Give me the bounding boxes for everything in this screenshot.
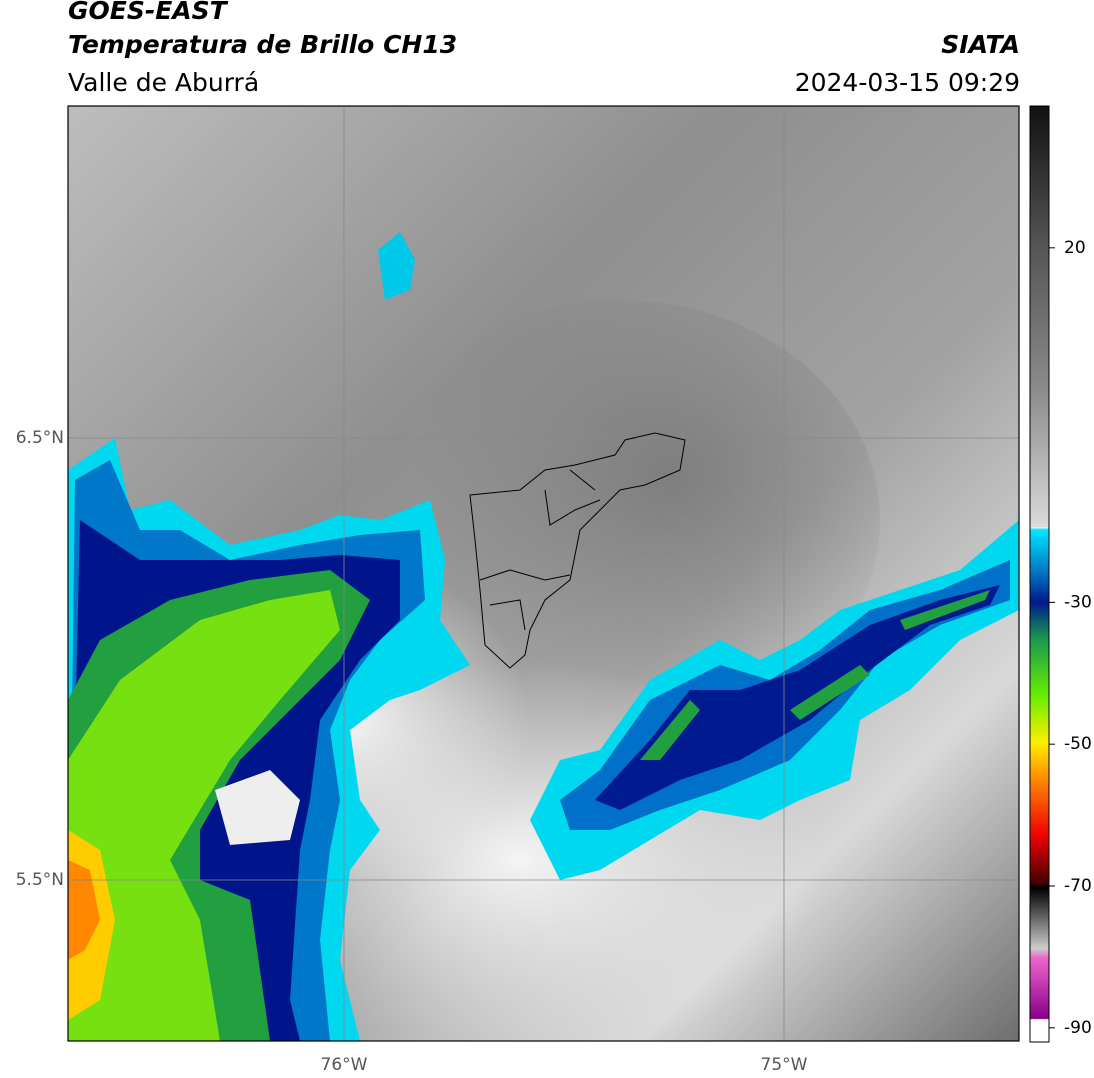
subtitle: Temperatura de Brillo CH13: [68, 30, 458, 59]
title: GOES-EAST: [68, 0, 227, 25]
valle-boundary: [469, 432, 686, 669]
colorbar-tick-label: -90: [1064, 1018, 1092, 1038]
lat-label: 6.5°N: [16, 428, 64, 448]
colorbar-tick-label: -70: [1064, 876, 1092, 896]
lon-label: 75°W: [761, 1055, 808, 1075]
colorbar: [1029, 105, 1050, 1043]
colorbar-tick-label: -30: [1064, 592, 1092, 612]
map-frame: [67, 105, 1020, 1042]
region: Valle de Aburrá: [68, 68, 260, 97]
colorbar-tick-label: -50: [1064, 734, 1092, 754]
source: SIATA: [941, 30, 1020, 59]
lat-label: 5.5°N: [16, 870, 64, 890]
timestamp: 2024-03-15 09:29: [794, 68, 1020, 97]
colorbar-tick-label: 20: [1064, 238, 1086, 258]
satellite-image: [68, 106, 1019, 1041]
lon-label: 76°W: [321, 1055, 368, 1075]
